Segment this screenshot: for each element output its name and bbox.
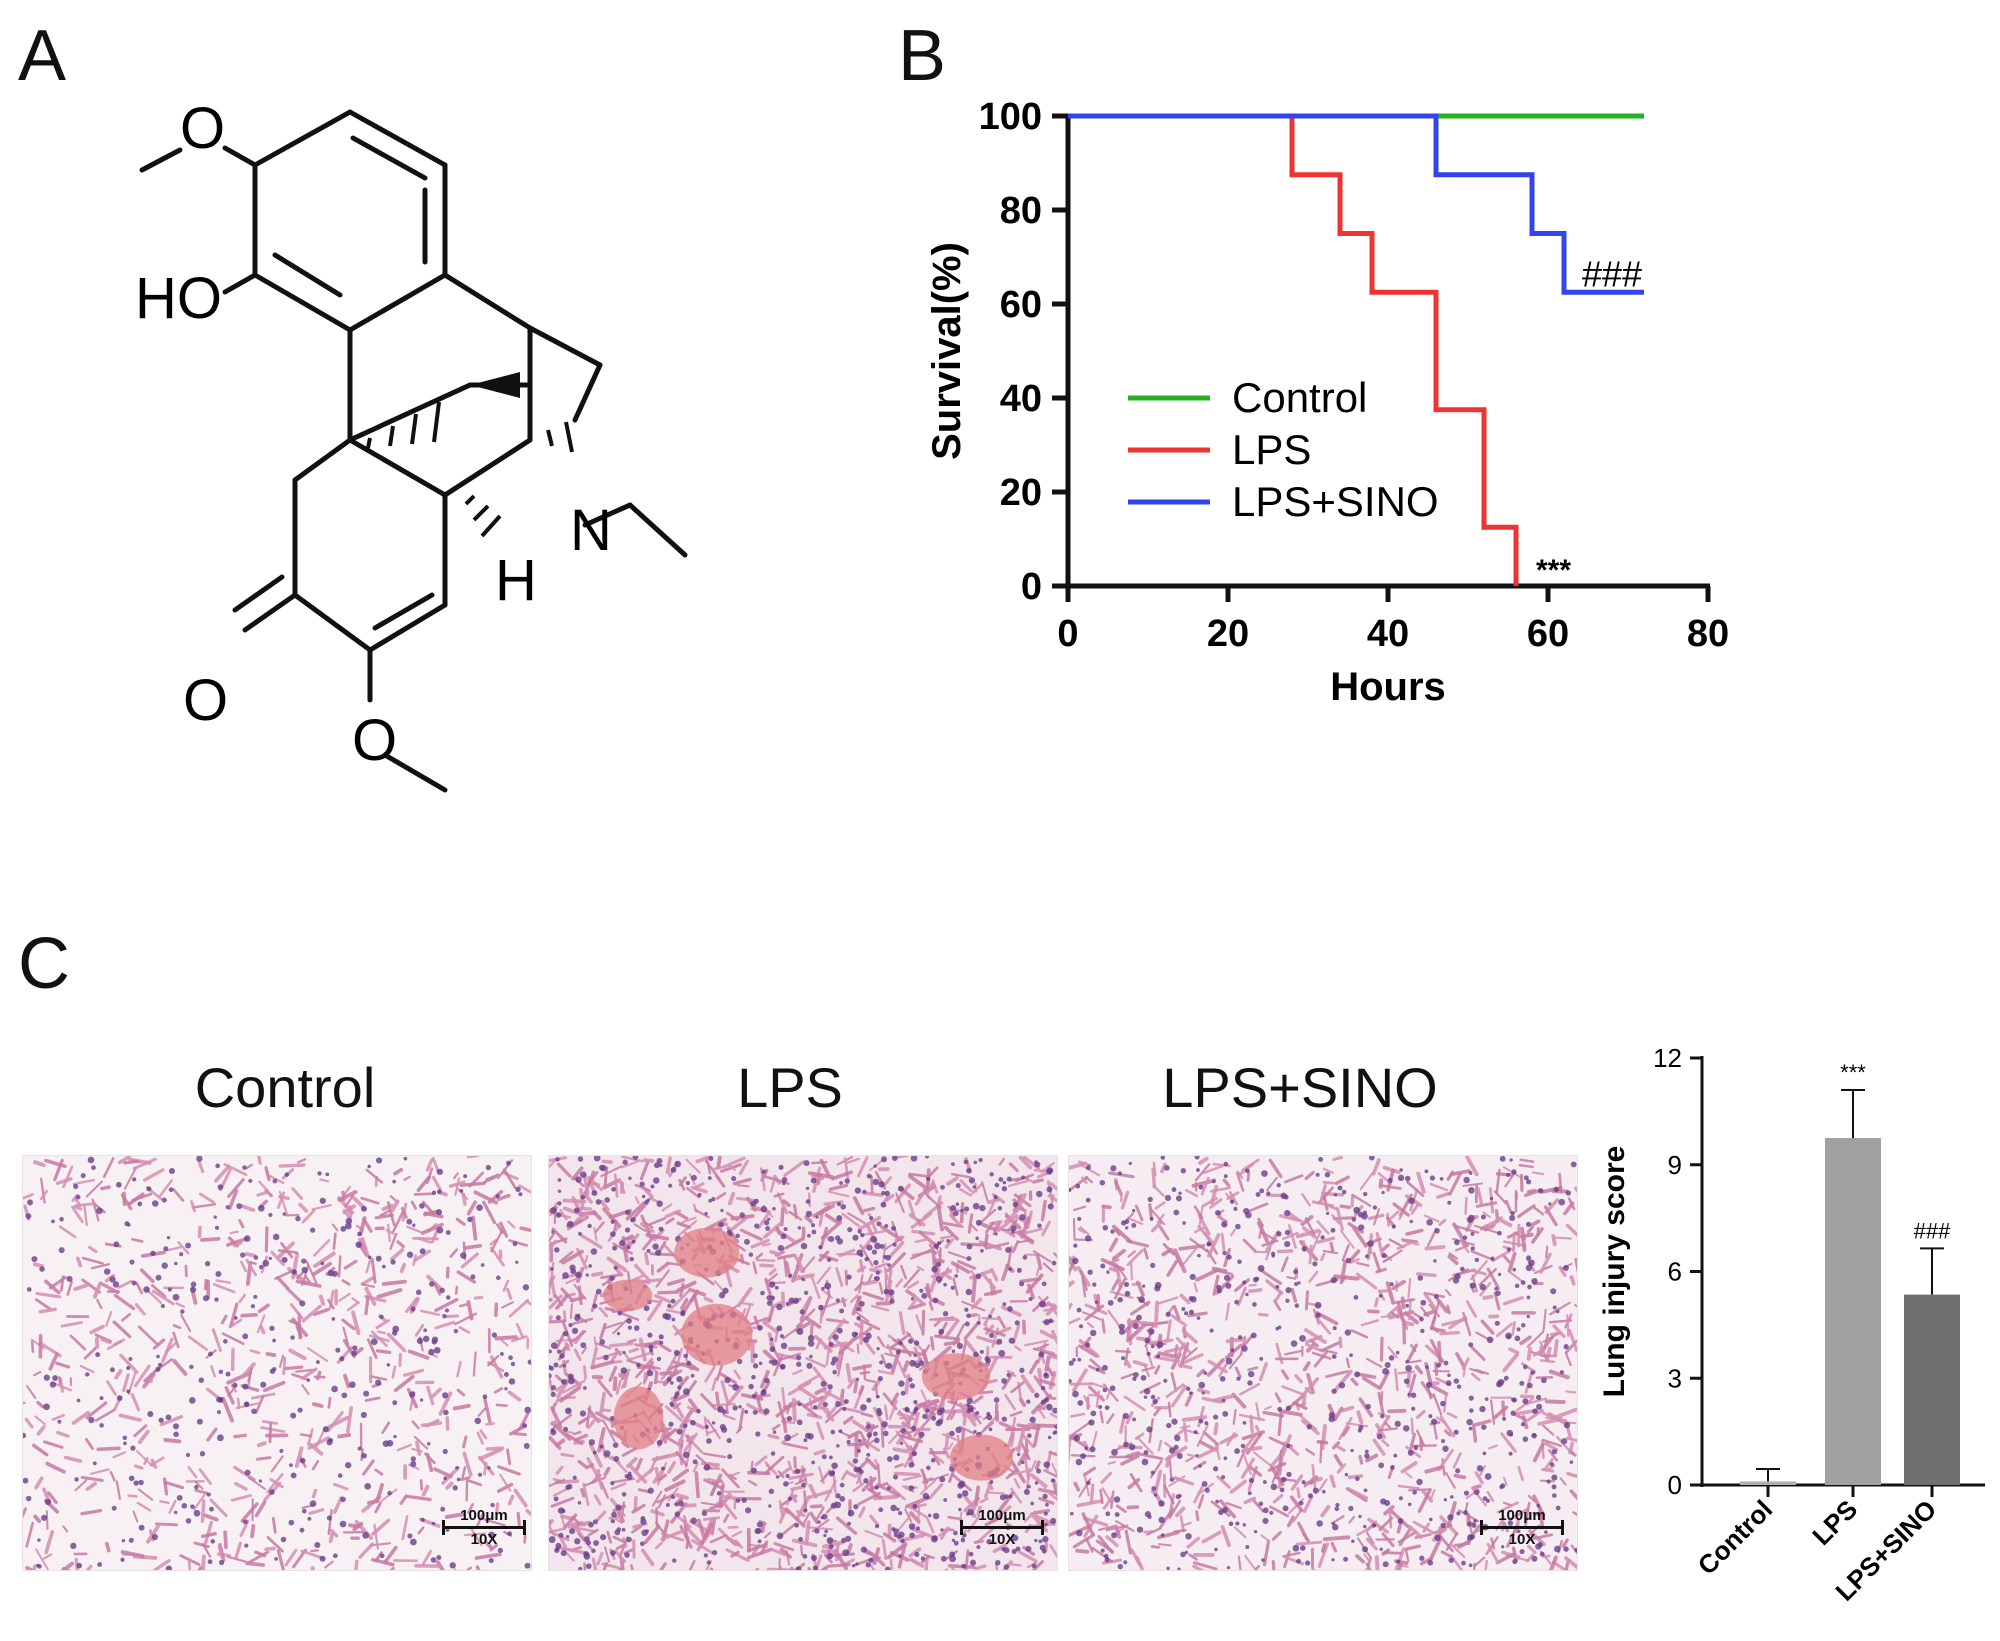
atom-o-bottom: O: [352, 708, 397, 773]
atom-h: H: [495, 548, 537, 613]
histology-title-lps: LPS: [737, 1056, 843, 1119]
panel-letter-b: B: [898, 16, 947, 96]
survival-x-tick-label: 0: [1057, 613, 1078, 655]
atom-n: N: [570, 498, 612, 563]
injury-annotation: ###: [1914, 1218, 1951, 1243]
injury-y-tick-label: 0: [1668, 1470, 1682, 1500]
atom-o-keto: O: [183, 668, 228, 733]
injury-bar-1: [1740, 1481, 1796, 1485]
injury-y-axis-label: Lung injury score: [1598, 1146, 1631, 1398]
injury-y-tick-label: 3: [1668, 1363, 1682, 1393]
survival-y-tick-label: 80: [1000, 190, 1042, 232]
tissue-texture: [1069, 1156, 1577, 1570]
survival-legend-label: LPS: [1232, 426, 1311, 473]
atom-o-top: O: [180, 96, 225, 161]
survival-chart: 0 20 40 60 80 100 0 20 40 60 80 Control LPS LPS+SINO…: [925, 100, 1729, 709]
survival-y-tick-label: 40: [1000, 378, 1042, 420]
survival-y-tick-label: 0: [1021, 566, 1042, 608]
histology-title-control: Control: [194, 1056, 376, 1119]
scale-bar-value: 100μm: [460, 1507, 508, 1524]
scale-bar-value: 100μm: [1498, 1507, 1546, 1524]
scale-bar-magnification: 10X: [988, 1531, 1016, 1548]
survival-y-tick-label: 60: [1000, 284, 1042, 326]
survival-annotation-lps: ***: [1536, 554, 1571, 587]
histology-tissue-lps: [549, 1156, 1057, 1570]
scale-bar-magnification: 10X: [1508, 1531, 1536, 1548]
injury-x-tick-label: Control: [1692, 1494, 1779, 1581]
injury-bar-2: [1825, 1138, 1881, 1485]
survival-x-tick-label: 80: [1687, 613, 1729, 655]
scale-bar-magnification: 10X: [470, 1531, 498, 1548]
injury-x-tick-label: LPS: [1806, 1494, 1863, 1551]
injury-annotation: ***: [1840, 1060, 1866, 1085]
survival-series-line-2: [1068, 113, 1519, 586]
histology-title-lps-sino: LPS+SINO: [1162, 1056, 1438, 1119]
survival-annotation-lps-sino: ###: [1582, 253, 1642, 294]
histology-tissue-lps-sino: [1069, 1156, 1577, 1570]
histology-tissue-control: [23, 1156, 531, 1570]
survival-y-axis-label: Survival(%): [925, 242, 969, 460]
survival-series-line-3: [1068, 113, 1644, 295]
survival-legend-label: Control: [1232, 374, 1367, 421]
tissue-texture: [549, 1156, 1057, 1570]
scale-bar-lps-sino: 100μm 10X: [1480, 1507, 1564, 1548]
injury-y-tick-label: 12: [1653, 1043, 1682, 1073]
survival-x-tick-label: 60: [1527, 613, 1569, 655]
injury-y-tick-label: 9: [1668, 1150, 1682, 1180]
histology-image-control: [22, 1155, 532, 1571]
histology-image-lps-sino: [1068, 1155, 1578, 1571]
survival-legend-label: LPS+SINO: [1232, 478, 1439, 525]
chemical-structure: O HO N H O O: [135, 96, 688, 793]
survival-y-tick-label: 20: [1000, 472, 1042, 514]
survival-x-axis-label: Hours: [1330, 665, 1446, 709]
survival-x-tick-label: 40: [1367, 613, 1409, 655]
tissue-texture: [23, 1156, 531, 1570]
scale-bar-control: 100μm 10X: [442, 1507, 526, 1548]
scale-bar-value: 100μm: [978, 1507, 1026, 1524]
scale-bar-lps: 100μm 10X: [960, 1507, 1044, 1548]
injury-bar-3: [1904, 1294, 1960, 1485]
survival-x-tick-label: 20: [1207, 613, 1249, 655]
atom-ho: HO: [135, 266, 222, 331]
injury-y-tick-label: 6: [1668, 1257, 1682, 1287]
survival-y-tick-label: 100: [979, 100, 1042, 138]
panel-letter-c: C: [18, 924, 70, 1004]
panel-letter-a: A: [18, 16, 67, 96]
histology-image-lps: [548, 1155, 1058, 1571]
